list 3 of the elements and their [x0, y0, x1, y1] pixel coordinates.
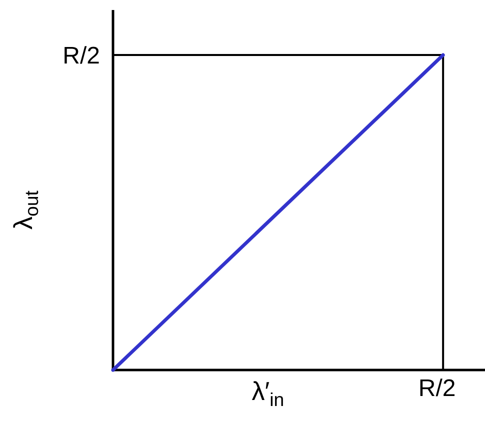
ref-line-label: R/2 [62, 42, 100, 70]
text: R/2 [418, 375, 456, 402]
x-axis-title: λ′$_{in}$ [252, 376, 284, 410]
